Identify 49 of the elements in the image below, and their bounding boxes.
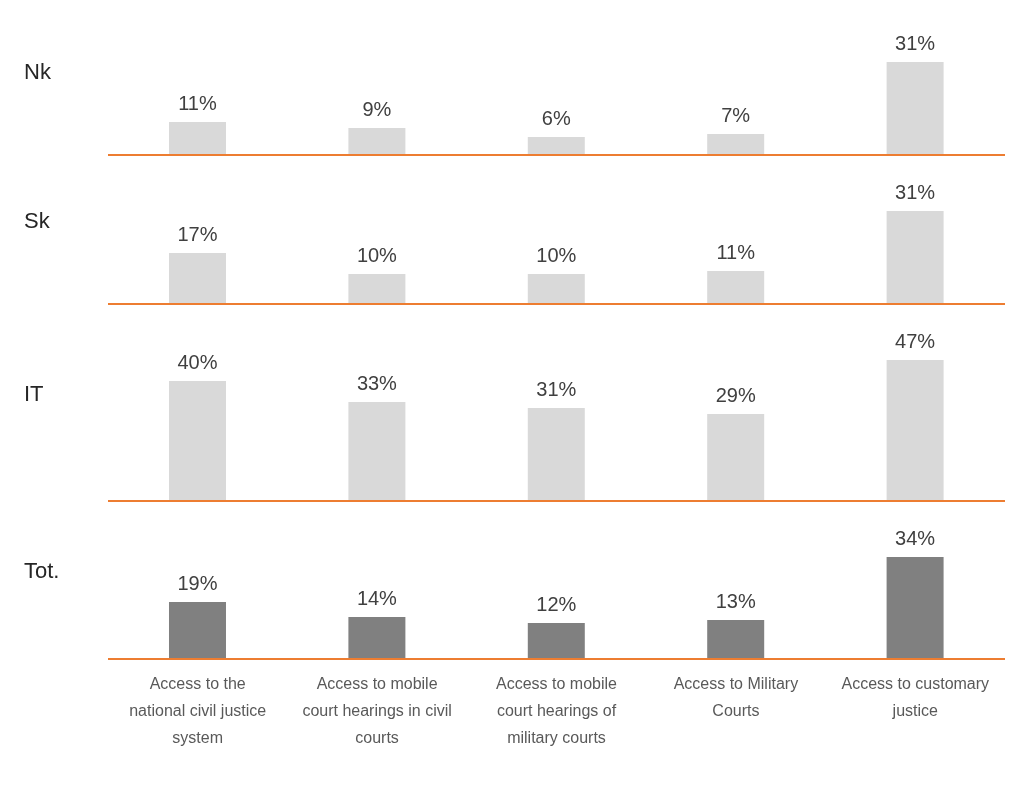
bar [169, 253, 226, 304]
data-label: 33% [356, 372, 398, 394]
y-axis-title: Sk [24, 207, 50, 234]
x-tick-label: Access to the national civil justice system [129, 675, 267, 746]
data-label: 10% [356, 244, 398, 266]
data-label: 13% [715, 590, 756, 612]
data-label: 47% [895, 330, 936, 352]
bar [886, 557, 944, 659]
x-tick-label: Access to Military Courts [673, 675, 799, 719]
bar [348, 128, 406, 155]
bar [169, 381, 226, 501]
data-label: 31% [895, 181, 936, 203]
data-label: 40% [177, 351, 218, 373]
bar [886, 211, 944, 304]
bar [886, 62, 944, 155]
data-label: 34% [895, 527, 936, 549]
y-axis-title: Tot. [24, 558, 60, 584]
data-label: 31% [536, 378, 577, 400]
bar [169, 602, 226, 659]
data-label: 9% [362, 98, 392, 120]
bar [348, 274, 406, 304]
bar [707, 414, 765, 501]
bar [707, 620, 765, 659]
bar [527, 137, 585, 155]
bar [707, 134, 765, 155]
data-label: 11% [716, 241, 756, 263]
bar [886, 360, 944, 501]
x-tick-label: Access to mobile court hearings of military courts [496, 675, 618, 746]
bar [348, 617, 406, 659]
bar [527, 274, 585, 304]
data-label: 6% [541, 107, 571, 129]
y-axis-title: Nk [24, 58, 51, 85]
data-label: 29% [715, 384, 756, 406]
data-label: 17% [177, 223, 218, 245]
bar [527, 408, 585, 501]
bar [348, 402, 406, 501]
data-label: 12% [536, 593, 577, 615]
bar [527, 623, 585, 659]
data-label: 11% [178, 92, 217, 114]
bar [707, 271, 765, 304]
x-tick-label: Access to mobile court hearings in civil courts [302, 675, 452, 746]
data-label: 10% [536, 244, 577, 266]
bar [169, 122, 226, 155]
y-axis-title: IT [24, 380, 44, 407]
data-label: 14% [356, 587, 398, 609]
data-label: 31% [895, 32, 936, 54]
data-label: 19% [177, 572, 218, 594]
data-label: 7% [721, 104, 751, 126]
x-tick-label: Access to customary justice [841, 675, 990, 719]
